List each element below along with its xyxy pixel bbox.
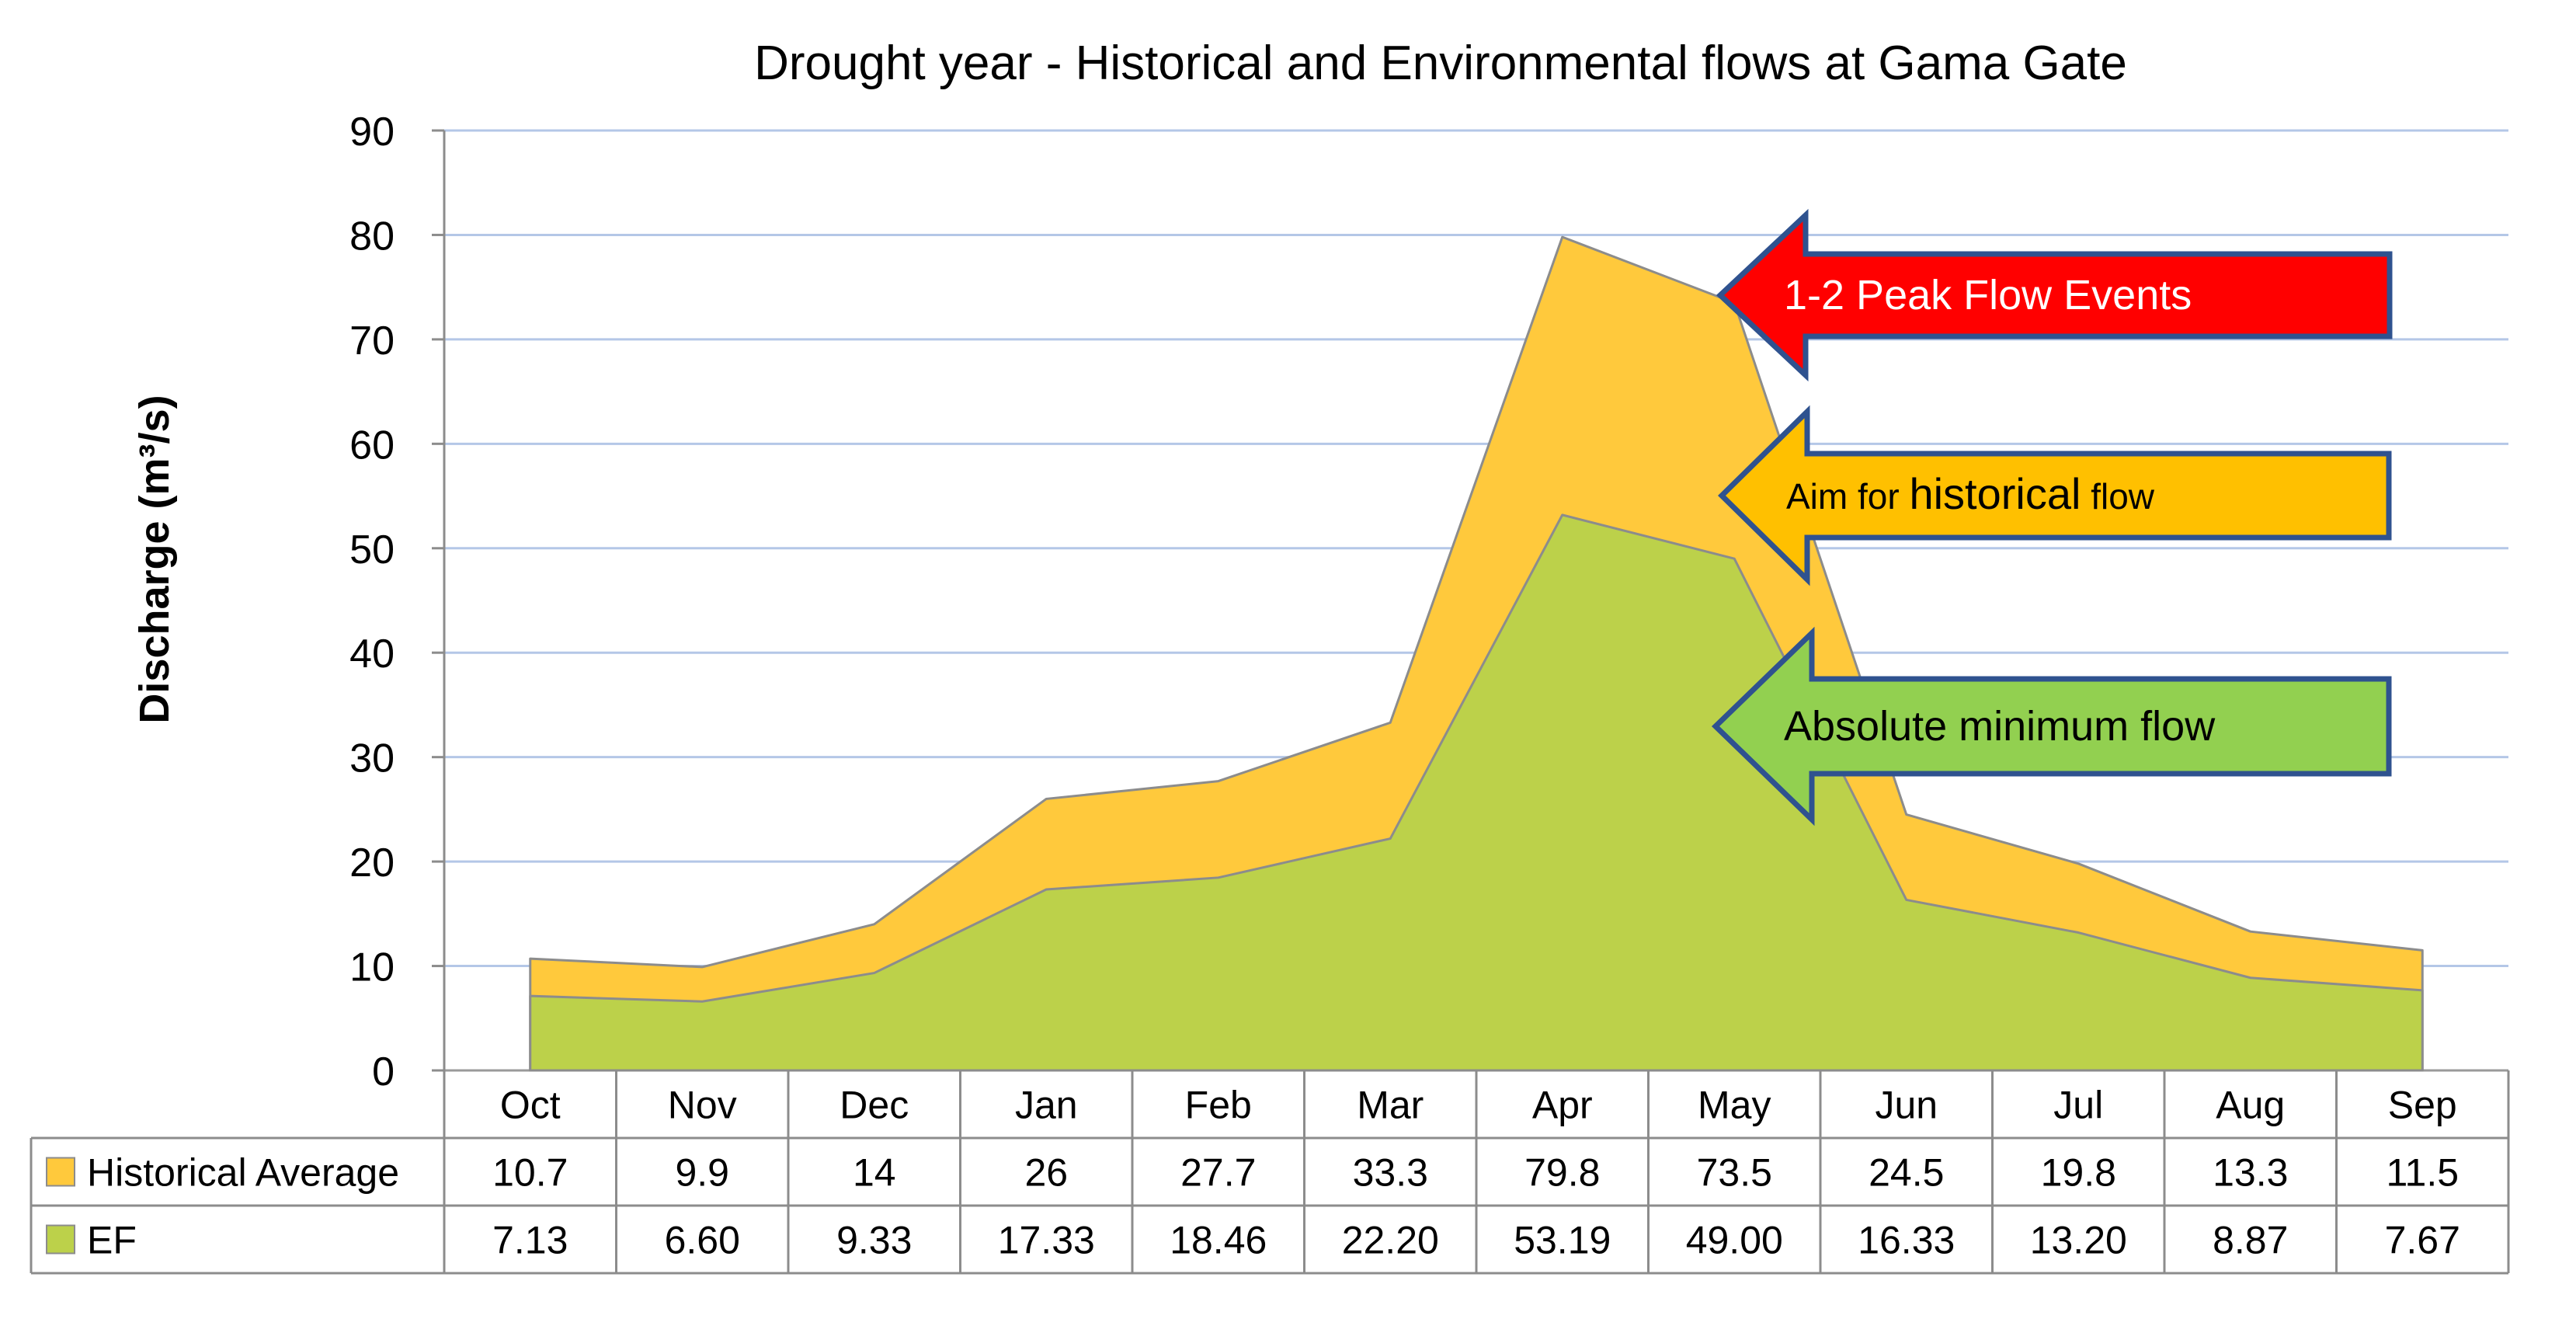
data-label: 22.20 [1342, 1219, 1439, 1262]
y-tick-label: 0 [372, 1049, 395, 1095]
x-tick-label: Apr [1532, 1084, 1593, 1127]
x-tick-label: Jul [2053, 1084, 2103, 1127]
series-name: EF [87, 1219, 137, 1262]
x-tick-label: Jan [1015, 1084, 1078, 1127]
x-tick-label: Feb [1185, 1084, 1252, 1127]
data-label: 9.9 [675, 1151, 729, 1195]
x-tick-label: May [1698, 1084, 1771, 1127]
peak-flow-label: 1-2 Peak Flow Events [1784, 272, 2192, 318]
data-label: 7.13 [492, 1219, 568, 1262]
y-tick-label: 10 [349, 945, 395, 990]
data-label: 33.3 [1353, 1151, 1428, 1195]
minimum-flow-label: Absolute minimum flow [1784, 703, 2216, 750]
area-historical-average [529, 235, 2424, 1072]
x-tick-label: Nov [668, 1084, 737, 1127]
data-label: 49.00 [1686, 1219, 1783, 1262]
data-label: 73.5 [1697, 1151, 1772, 1195]
legend-key [46, 1224, 75, 1255]
y-tick-label: 60 [349, 423, 395, 468]
data-label: 11.5 [2386, 1151, 2459, 1195]
y-axis-label: Discharge (m³/s) [131, 395, 178, 723]
data-label: 6.60 [665, 1219, 740, 1262]
data-label: 7.67 [2385, 1219, 2460, 1262]
data-label: 17.33 [998, 1219, 1095, 1262]
data-table: Oct Nov Dec Jan Feb Mar Apr May Jun Jul Aug Sep Hist… [30, 1070, 2510, 1275]
x-tick-label: Sep [2388, 1084, 2457, 1127]
minimum-flow-arrow [1711, 626, 2392, 827]
y-tick-label: 40 [349, 632, 395, 677]
x-tick-label: Dec [840, 1084, 909, 1127]
y-tick-label: 50 [349, 527, 395, 572]
y-tick-label: 90 [349, 110, 395, 155]
data-label: 13.3 [2213, 1151, 2288, 1195]
data-label: 79.8 [1524, 1151, 1600, 1195]
historical-flow-arrow [1718, 405, 2392, 586]
data-label: 8.87 [2213, 1219, 2288, 1262]
chart-title: Drought year - Historical and Environmen… [754, 37, 2127, 90]
data-label: 19.8 [2041, 1151, 2116, 1195]
historical-flow-label: Aim for historical flow [1786, 469, 2155, 518]
y-tick-label: 70 [349, 318, 395, 364]
y-tick-label: 30 [349, 736, 395, 781]
data-label: 53.19 [1514, 1219, 1611, 1262]
area-series [529, 235, 2424, 1072]
x-tick-label: Aug [2216, 1084, 2285, 1127]
data-label: 14 [853, 1151, 896, 1195]
data-label: 24.5 [1869, 1151, 1944, 1195]
y-tick-labels: 0 10 20 30 40 50 60 70 80 90 [349, 110, 395, 1095]
data-label: 18.46 [1170, 1219, 1267, 1262]
legend-key [46, 1157, 75, 1187]
data-label: 27.7 [1180, 1151, 1256, 1195]
area-ef [529, 513, 2424, 1072]
y-tick-label: 80 [349, 214, 395, 259]
x-tick-label: Mar [1357, 1084, 1424, 1127]
x-tick-label: Jun [1875, 1084, 1938, 1127]
data-label: 10.7 [492, 1151, 568, 1195]
series-name: Historical Average [87, 1151, 399, 1195]
peak-flow-arrow [1716, 208, 2393, 382]
y-tick-label: 20 [349, 840, 395, 886]
data-label: 13.20 [2030, 1219, 2127, 1262]
x-tick-label: Oct [500, 1084, 561, 1127]
data-label: 26 [1024, 1151, 1068, 1195]
annotations: 1-2 Peak Flow Events Aim for historical f… [1711, 208, 2393, 827]
data-label: 16.33 [1858, 1219, 1955, 1262]
data-label: 9.33 [836, 1219, 912, 1262]
